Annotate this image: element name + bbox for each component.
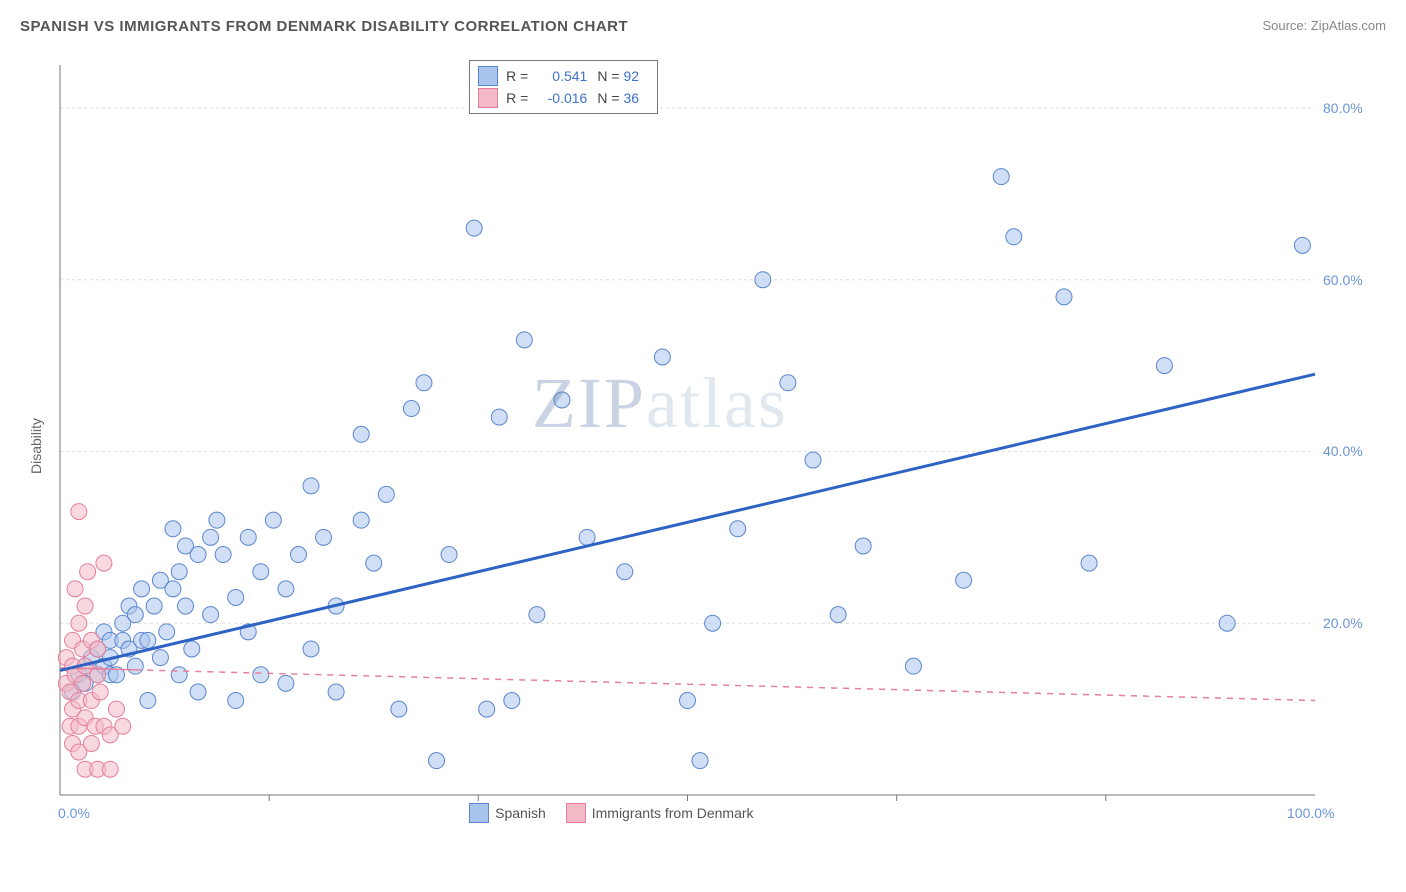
correlation-legend: R =0.541N =92 R =-0.016N =36 — [469, 60, 658, 114]
x-tick-label: 0.0% — [58, 805, 90, 821]
series-legend: Spanish Immigrants from Denmark — [469, 803, 753, 823]
correlation-row: R =0.541N =92 — [478, 65, 649, 87]
legend-item: Immigrants from Denmark — [566, 803, 754, 823]
legend-swatch — [469, 803, 489, 823]
y-tick-label: 60.0% — [1323, 272, 1363, 288]
legend-label: Immigrants from Denmark — [592, 805, 754, 821]
correlation-text: R =-0.016N =36 — [506, 90, 649, 106]
x-tick-label: 100.0% — [1287, 805, 1334, 821]
y-axis-label: Disability — [28, 418, 44, 474]
legend-swatch — [566, 803, 586, 823]
scatter-plot — [55, 55, 1375, 825]
legend-swatch — [478, 66, 498, 86]
y-tick-label: 40.0% — [1323, 443, 1363, 459]
correlation-text: R =0.541N =92 — [506, 68, 649, 84]
legend-label: Spanish — [495, 805, 546, 821]
source-prefix: Source: — [1262, 18, 1310, 33]
legend-swatch — [478, 88, 498, 108]
y-tick-label: 80.0% — [1323, 100, 1363, 116]
source-attribution: Source: ZipAtlas.com — [1262, 18, 1386, 33]
legend-item: Spanish — [469, 803, 546, 823]
source-name: ZipAtlas.com — [1311, 18, 1386, 33]
chart-title: SPANISH VS IMMIGRANTS FROM DENMARK DISAB… — [20, 18, 628, 35]
chart-container: SPANISH VS IMMIGRANTS FROM DENMARK DISAB… — [0, 0, 1406, 892]
correlation-row: R =-0.016N =36 — [478, 87, 649, 109]
y-tick-label: 20.0% — [1323, 615, 1363, 631]
